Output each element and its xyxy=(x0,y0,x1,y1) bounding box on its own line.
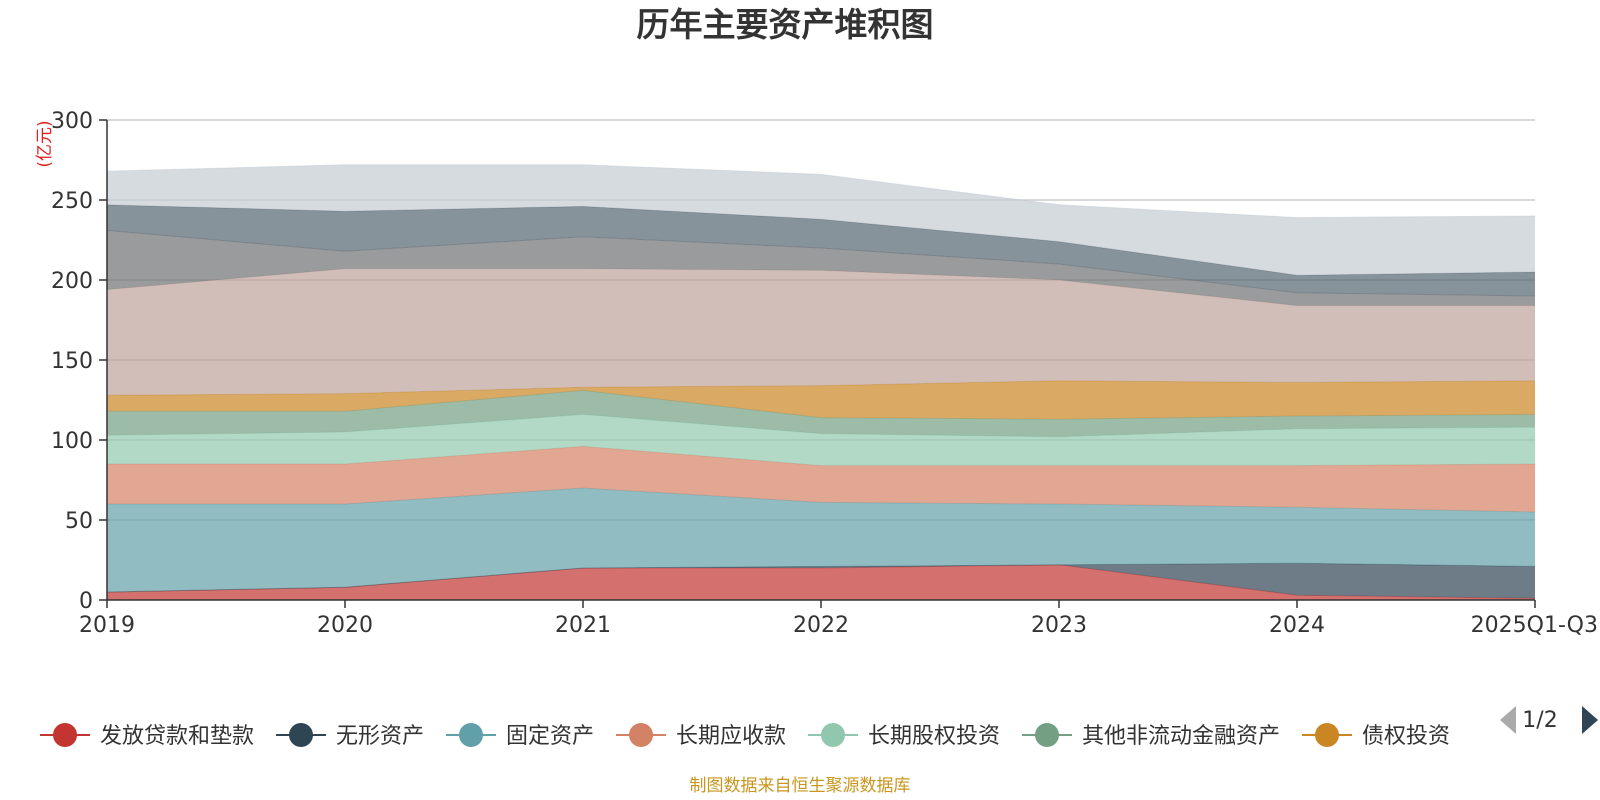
area-series[interactable] xyxy=(106,164,1536,600)
legend-marker-icon xyxy=(288,723,313,747)
legend-marker-icon xyxy=(1315,723,1340,747)
legend-item[interactable]: 长期股权投资 xyxy=(808,723,1000,749)
area-series-5[interactable] xyxy=(107,390,1535,437)
legend-marker-icon xyxy=(1035,723,1060,747)
area-series-edge-10 xyxy=(106,164,1536,219)
legend-item[interactable]: 固定资产 xyxy=(445,723,594,749)
legend-label: 长期应收款 xyxy=(676,724,786,749)
legend-item[interactable]: 无形资产 xyxy=(275,723,424,749)
legend-page-indicator: 1/2 xyxy=(1522,708,1557,733)
x-tick-label: 2025Q1-Q3 xyxy=(1471,613,1598,638)
x-tick-label: 2020 xyxy=(317,613,373,638)
legend-item[interactable]: 债权投资 xyxy=(1302,723,1450,749)
legend-label: 无形资产 xyxy=(336,724,424,749)
legend-marker-icon xyxy=(458,723,483,747)
x-tick-label: 2019 xyxy=(79,613,135,638)
chart-title: 历年主要资产堆积图 xyxy=(637,5,934,44)
x-tick-label: 2021 xyxy=(555,613,611,638)
area-series-10[interactable] xyxy=(107,164,1535,276)
legend-marker-icon xyxy=(821,723,846,747)
area-series-0[interactable] xyxy=(107,564,1535,600)
y-tick-label: 300 xyxy=(51,109,93,134)
data-source-note: 制图数据来自恒生聚源数据库 xyxy=(690,776,911,796)
legend-label: 固定资产 xyxy=(506,724,594,749)
area-series-8[interactable] xyxy=(107,230,1535,306)
area-series-4[interactable] xyxy=(107,414,1535,466)
y-tick-label: 100 xyxy=(51,429,93,454)
legend-label: 长期股权投资 xyxy=(868,724,1000,749)
legend-marker-icon xyxy=(628,723,653,747)
area-series-2[interactable] xyxy=(107,488,1535,592)
area-series-1[interactable] xyxy=(107,563,1535,599)
legend-item[interactable]: 长期应收款 xyxy=(615,723,786,749)
legend-next-page-icon[interactable] xyxy=(1582,706,1598,734)
x-tick-label: 2023 xyxy=(1031,613,1087,638)
area-series-9[interactable] xyxy=(107,204,1535,296)
area-series-7[interactable] xyxy=(107,268,1535,396)
legend-pager: 1/2 xyxy=(1500,706,1598,734)
legend-item[interactable]: 发放贷款和垫款 xyxy=(39,723,254,749)
y-tick-label: 150 xyxy=(51,349,93,374)
x-tick-label: 2024 xyxy=(1269,613,1325,638)
legend-item[interactable]: 其他非流动金融资产 xyxy=(1022,723,1280,749)
area-series-6[interactable] xyxy=(107,380,1535,420)
axes: 0 50 100 150 200 250 300 2019 2020 2021 2022 2023 20… xyxy=(51,109,1598,638)
legend-label: 发放贷款和垫款 xyxy=(100,724,254,749)
legend-prev-page-icon[interactable] xyxy=(1500,706,1516,734)
y-axis-unit-label: (亿元) xyxy=(35,120,55,167)
area-series-3[interactable] xyxy=(107,446,1535,512)
y-tick-label: 200 xyxy=(51,269,93,294)
y-tick-label: 250 xyxy=(51,189,93,214)
legend[interactable]: 发放贷款和垫款 无形资产 固定资产 长期应收款 长期股权投资 其他非流动金融资产 债权投资 xyxy=(39,723,1450,749)
legend-marker-icon xyxy=(52,723,77,747)
y-tick-label: 0 xyxy=(79,589,93,614)
legend-label: 债权投资 xyxy=(1362,724,1450,749)
x-tick-label: 2022 xyxy=(793,613,849,638)
legend-label: 其他非流动金融资产 xyxy=(1082,724,1280,749)
y-tick-label: 50 xyxy=(65,509,93,534)
